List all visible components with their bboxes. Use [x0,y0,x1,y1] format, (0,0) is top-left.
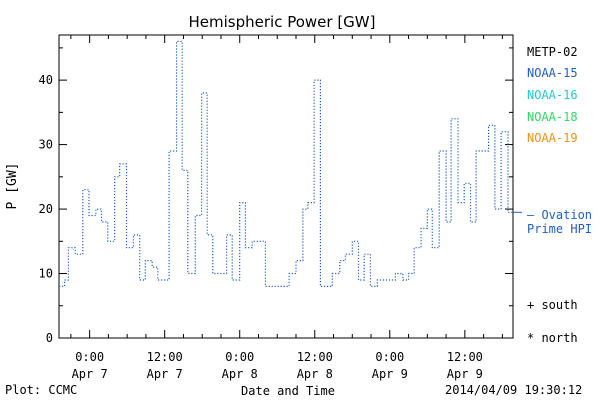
y-axis-label: P [GW] [5,163,20,210]
x-tick-time-label: 0:00 [375,350,404,364]
x-tick-date-label: Apr 9 [372,367,408,381]
x-tick-time-label: 12:00 [447,350,483,364]
plot-frame [58,34,514,339]
ovation-prime-label: — Ovation Prime HPI [527,208,592,236]
y-tick-label: 40 [39,73,53,87]
legend-entry-noaa-15: NOAA-15 [527,66,578,80]
footer-credit: Plot: CCMC [5,383,78,397]
x-tick-date-label: Apr 7 [147,367,183,381]
x-tick-date-label: Apr 8 [297,367,333,381]
footer-timestamp: 2014/04/09 19:30:12 [445,383,583,397]
ovation-label-line-1: — Ovation [527,208,593,222]
legend-entry-noaa-18: NOAA-18 [527,110,578,124]
x-tick-time-label: 0:00 [75,350,104,364]
marker-legend-north: * north [527,331,578,345]
x-tick-time-label: 0:00 [225,350,254,364]
x-tick-date-label: Apr 7 [72,367,108,381]
series-line-noaa-15 [59,40,513,287]
series-layer [59,40,522,287]
y-tick-label: 0 [46,331,53,345]
x-tick-time-label: 12:00 [297,350,333,364]
x-axis-label: Date and Time [241,384,335,398]
x-tick-date-label: Apr 8 [222,367,258,381]
y-tick-label: 20 [39,202,53,216]
chart-title: Hemispheric Power [GW] [189,13,376,31]
x-axis: 0:00 Apr 7 12:00 Apr 7 0:00 Apr 8 12:00 Apr 8 0:… [70,35,503,381]
y-tick-label: 30 [39,138,53,152]
ovation-label-line-2: Prime HPI [527,222,593,236]
marker-legend-south: + south [527,298,578,312]
x-tick-date-label: Apr 9 [447,367,483,381]
legend-entry-noaa-16: NOAA-16 [527,88,578,102]
y-axis: 0 10 20 30 40 [39,47,513,345]
legend-entry-metp-02: METP-02 [527,45,578,59]
y-tick-label: 10 [39,267,53,281]
legend-entry-noaa-19: NOAA-19 [527,131,578,145]
x-tick-time-label: 12:00 [147,350,183,364]
